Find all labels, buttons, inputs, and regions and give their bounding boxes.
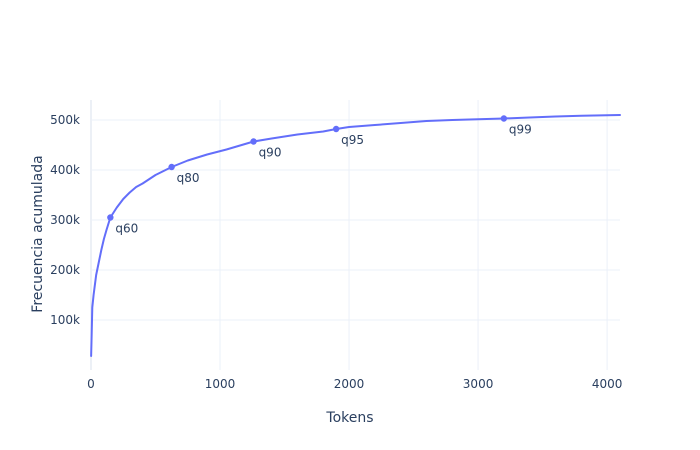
quantile-marker xyxy=(250,138,257,145)
tick-layer: 0 1000 2000 3000 4000 100k 200k 300k 400k 500k xyxy=(50,113,622,391)
series-layer xyxy=(90,114,621,357)
x-tick-label: 2000 xyxy=(334,377,365,391)
quantile-label: q95 xyxy=(341,133,364,147)
y-axis-title: Frecuencia acumulada xyxy=(30,155,46,312)
y-tick-label: 400k xyxy=(50,163,80,177)
x-axis-title: Tokens xyxy=(325,410,373,426)
quantile-marker xyxy=(168,163,175,171)
series-line xyxy=(90,114,621,357)
y-tick-label: 500k xyxy=(50,113,80,127)
x-tick-label: 1000 xyxy=(205,377,236,391)
quantile-marker xyxy=(107,214,114,221)
marker-layer: q60 q80 q90 q95 q99 xyxy=(107,115,532,236)
quantile-marker xyxy=(332,125,340,133)
grid xyxy=(90,100,620,370)
x-tick-label: 0 xyxy=(87,377,95,391)
quantile-label: q80 xyxy=(177,171,200,185)
quantile-label: q99 xyxy=(509,123,532,137)
y-tick-label: 200k xyxy=(50,263,80,277)
x-tick-label: 4000 xyxy=(592,377,623,391)
y-tick-label: 300k xyxy=(50,213,80,227)
y-tick-label: 100k xyxy=(50,313,80,327)
x-tick-label: 3000 xyxy=(463,377,494,391)
quantile-label: q60 xyxy=(115,222,138,236)
quantile-marker xyxy=(500,115,508,122)
quantile-label: q90 xyxy=(259,146,282,160)
